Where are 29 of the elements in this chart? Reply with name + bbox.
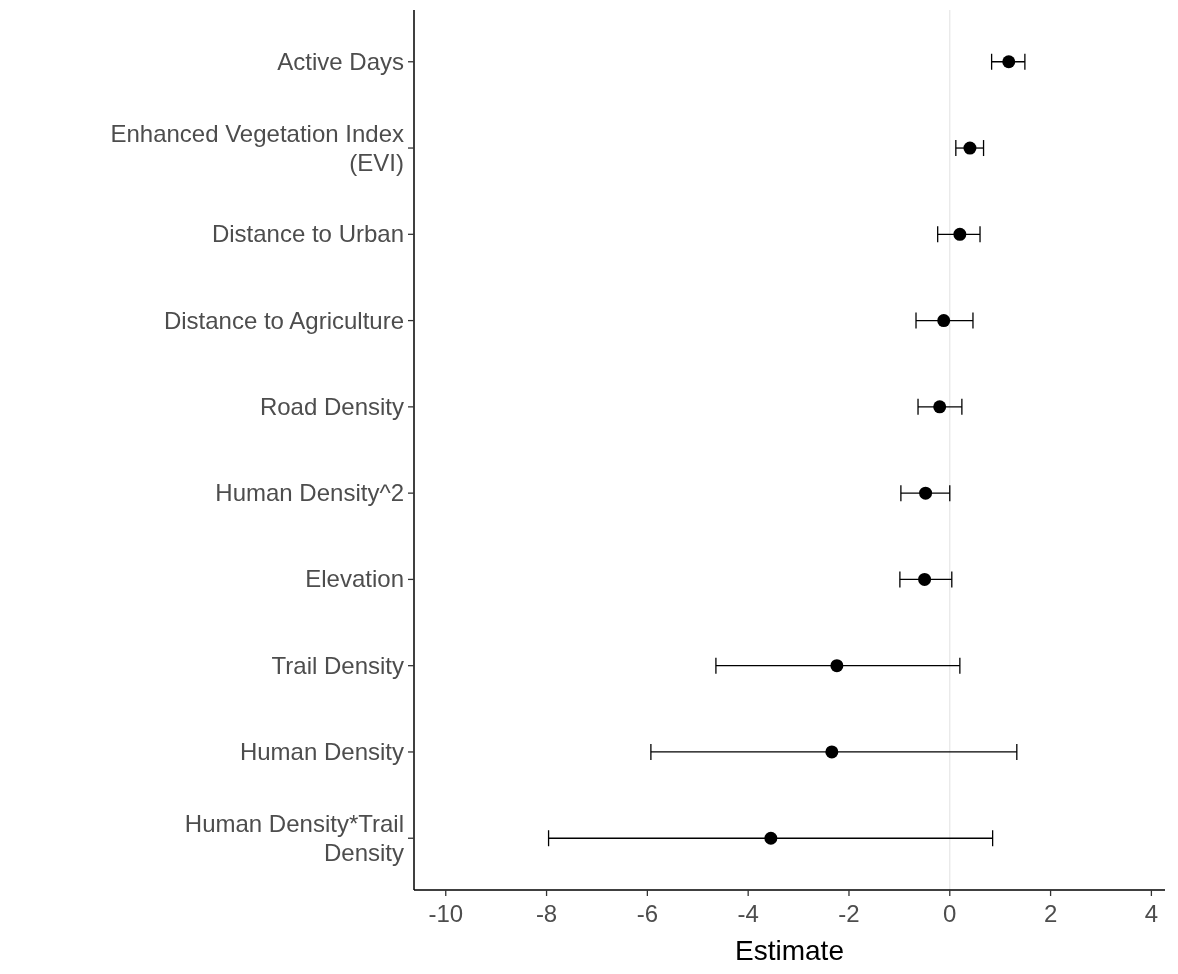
point	[918, 572, 932, 586]
point	[1002, 55, 1016, 69]
x-tick-label: -8	[535, 900, 558, 927]
point	[963, 141, 977, 155]
y-tick-label: Distance to Urban	[211, 220, 404, 248]
x-tick-label: -2	[838, 900, 860, 927]
point	[919, 486, 933, 500]
x-tick-label: 2	[1043, 900, 1058, 927]
y-tick-label: Active Days	[277, 47, 404, 75]
point	[764, 831, 778, 845]
y-tick-label: Human Density^2	[215, 479, 404, 507]
point	[937, 314, 951, 328]
x-tick-label: -10	[428, 900, 464, 927]
y-tick-label: Elevation	[305, 565, 404, 593]
y-tick-label: Trail Density	[271, 651, 404, 679]
point	[953, 227, 967, 241]
y-tick-label: Human Density*Trail Density	[184, 809, 404, 866]
y-tick-label: Enhanced Vegetation Index (EVI)	[110, 119, 404, 176]
x-axis-title: Estimate	[735, 935, 844, 966]
x-tick-label: 0	[943, 900, 957, 927]
x-tick-label: -6	[636, 900, 659, 927]
y-tick-label: Road Density	[259, 392, 404, 420]
point	[933, 400, 947, 414]
point	[830, 659, 844, 673]
x-tick-label: -4	[737, 900, 759, 927]
y-tick-label: Distance to Agriculture	[163, 306, 404, 334]
point	[825, 745, 839, 759]
y-tick-label: Human Density	[239, 737, 404, 765]
x-tick-label: 4	[1144, 900, 1159, 927]
